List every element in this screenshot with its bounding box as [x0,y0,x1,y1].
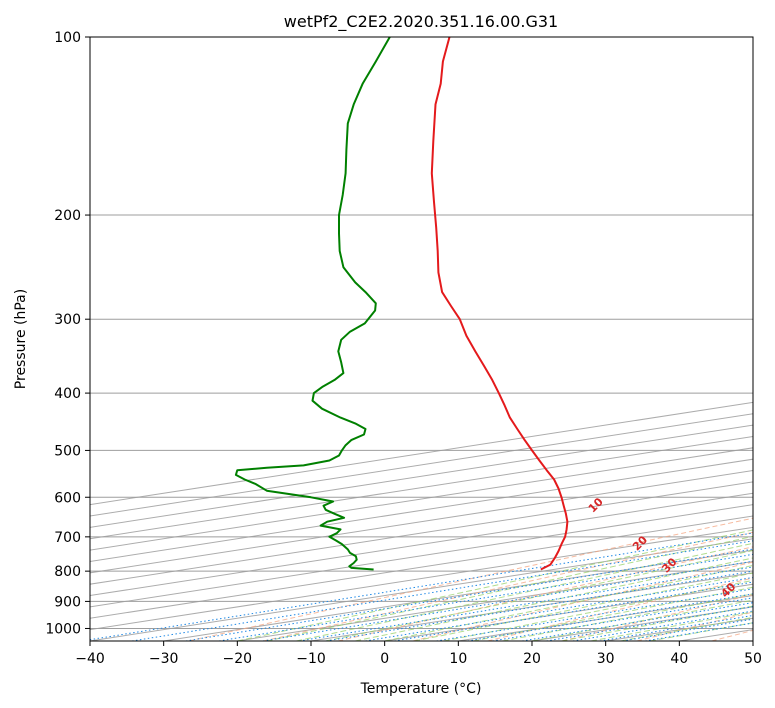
mixing-ratio-line [90,532,753,641]
y-tick-label: 600 [54,490,81,506]
isotherm-line [90,492,753,597]
dry-adiabat-line [188,517,753,641]
isotherm-line [90,526,753,631]
x-tick-label: 0 [380,651,389,667]
dry-adiabat-label: 30 [659,555,679,575]
moist-adiabat-line [266,535,753,641]
isotherm-line [90,504,753,608]
plot-frame [89,36,754,642]
moist-adiabat-line [443,579,753,641]
y-tick-label: 300 [54,312,81,328]
moist-adiabat-line [502,593,753,641]
dewpoint-profile [234,37,391,571]
isotherm-line [90,538,753,641]
grid-layer [90,37,753,641]
isotherm-line [90,413,753,517]
moist-adiabat-line [237,529,753,641]
x-tick-label: −40 [75,651,105,667]
curve-layer [234,37,569,571]
x-tick-label: 10 [449,651,467,667]
chart-title: wetPf2_C2E2.2020.351.16.00.G31 [284,12,558,32]
y-axis: 100 200 300 400 500 600 700 800 900 1000 [45,30,90,637]
x-tick-label: 30 [597,651,615,667]
y-tick-label: 100 [54,30,81,46]
isotherm-line [90,447,753,551]
isotherm-line [90,458,753,562]
x-tick-label: 20 [523,651,541,667]
isotherm-line [752,640,753,641]
isotherm-line [237,560,753,641]
mixing-ratio-line [394,581,753,641]
y-tick-label: 700 [54,530,81,546]
isotherm-line [90,470,753,574]
isotherm-line [90,401,753,506]
isotherm-line [458,595,753,641]
dry-adiabat-line [487,577,753,641]
x-tick-label: 50 [744,651,762,667]
moist-adiabat-line [649,622,753,641]
x-tick-label: −10 [296,651,326,667]
isotherm-line [90,481,753,585]
mixing-ratio-line [326,570,753,641]
dry-adiabat-line [338,546,753,641]
isotherm-line [384,583,753,641]
moist-adiabat-line [473,586,753,641]
x-tick-label: 40 [670,651,688,667]
isotherm-line [90,424,753,528]
dry-adiabat-line [636,611,753,641]
mixing-ratio-line [467,593,753,641]
dry-adiabat-label: 10 [586,495,606,515]
isotherm-line [90,435,753,540]
y-tick-label: 900 [54,594,81,610]
y-axis-label: Pressure (hPa) [13,289,29,389]
x-tick-label: −30 [149,651,179,667]
x-tick-label: −20 [223,651,253,667]
moist-adiabat-line [355,557,753,641]
moist-adiabat-line [296,542,753,641]
x-axis: −40 −30 −20 −10 0 10 20 30 40 50 [75,641,762,667]
y-tick-label: 400 [54,386,81,402]
moist-adiabat-line [384,564,753,641]
temperature-profile [430,37,569,571]
dry-adiabat-line [562,594,753,641]
y-tick-label: 800 [54,564,81,580]
x-axis-label: Temperature (°C) [360,681,482,697]
mixing-ratio-line [436,588,753,641]
mixing-ratio-line [365,576,753,641]
y-tick-label: 200 [54,208,81,224]
y-tick-label: 1000 [45,621,81,637]
mixing-ratio-line [572,610,753,641]
moist-adiabat-line [325,549,753,641]
label-layer: 0.10.20.40.611.52346810131620253036-100-… [586,495,739,600]
dry-adiabat-line [263,531,753,641]
isotherm-line [90,515,753,619]
y-tick-label: 500 [54,443,81,459]
